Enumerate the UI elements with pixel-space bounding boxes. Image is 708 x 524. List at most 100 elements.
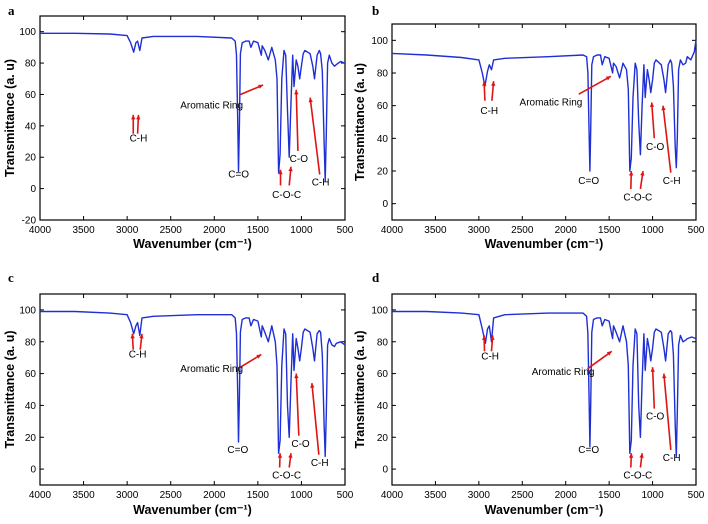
annotation: C-O xyxy=(290,89,309,165)
x-tick-label: 3000 xyxy=(468,490,491,501)
y-tick-label: -20 xyxy=(22,216,37,227)
annotation-label: C-H xyxy=(663,176,681,187)
annotation-label: C-O xyxy=(646,412,665,423)
annotation-label: Aromatic Ring xyxy=(180,101,243,112)
annotation: Aromatic Ring xyxy=(520,75,612,109)
x-tick-label: 1500 xyxy=(598,490,621,501)
chart-panel-a: 4000 3500 3000 2500 2000 1500 1000 500 -20 0 20 40 6… xyxy=(3,3,354,251)
annotation-arrowhead xyxy=(130,333,135,339)
y-tick-label: 0 xyxy=(382,465,388,476)
annotation: C=O xyxy=(228,170,249,181)
annotation: C-O-C xyxy=(623,170,652,203)
x-tick-label: 4000 xyxy=(29,225,52,236)
annotation-arrowhead xyxy=(294,373,299,379)
annotation-label: Aromatic Ring xyxy=(520,98,583,109)
annotation-arrowhead xyxy=(640,171,645,176)
x-tick-label: 2000 xyxy=(555,225,578,236)
y-tick-label: 0 xyxy=(382,199,388,210)
annotation-arrowhead xyxy=(482,335,487,340)
annotation: Aromatic Ring xyxy=(180,84,264,112)
y-tick-label: 20 xyxy=(377,167,389,178)
y-tick-label: 100 xyxy=(19,305,36,316)
annotation-label: C-H xyxy=(129,350,147,361)
x-tick-label: 1500 xyxy=(247,225,270,236)
x-tick-label: 4000 xyxy=(381,225,404,236)
y-tick-label: 40 xyxy=(377,401,389,412)
annotation-arrowhead xyxy=(310,383,315,388)
y-tick-label: 20 xyxy=(25,433,37,444)
x-tick-label: 500 xyxy=(337,225,354,236)
y-axis-title: Transmittance (a. u) xyxy=(353,63,367,181)
y-tick-label: 60 xyxy=(25,369,37,380)
annotation-arrowhead xyxy=(482,81,487,86)
panel-letter: c xyxy=(8,270,14,285)
annotation-arrowhead xyxy=(639,453,644,458)
annotation-arrow xyxy=(586,350,613,370)
y-axis-title: Transmittance (a. u) xyxy=(3,59,17,177)
y-tick-label: 60 xyxy=(25,90,37,101)
annotation: C-H xyxy=(662,373,681,464)
annotation-arrow xyxy=(295,373,300,436)
plot-frame xyxy=(391,293,697,486)
annotation: C=O xyxy=(578,176,599,187)
annotation: C-O-C xyxy=(272,166,301,201)
annotation: Aromatic Ring xyxy=(180,353,262,375)
annotation-label: C-O-C xyxy=(272,190,301,201)
y-tick-label: 60 xyxy=(377,101,389,112)
x-tick-label: 500 xyxy=(337,490,354,501)
annotation-label: C=O xyxy=(578,445,599,456)
annotation-label: C=O xyxy=(578,176,599,187)
annotation-arrowhead xyxy=(661,105,666,111)
x-tick-label: 3000 xyxy=(116,225,139,236)
x-tick-label: 3500 xyxy=(424,225,447,236)
x-tick-label: 2500 xyxy=(160,225,183,236)
chart-panel-d: 4000 3500 3000 2500 2000 1500 1000 500 0 20 40 60 80… xyxy=(353,270,705,517)
x-tick-label: 4000 xyxy=(381,490,404,501)
x-tick-label: 1000 xyxy=(290,225,313,236)
annotation-label: C-H xyxy=(481,351,499,362)
annotation: C-H xyxy=(310,383,329,469)
annotation-arrow xyxy=(295,89,299,151)
x-tick-label: 3000 xyxy=(116,490,139,501)
annotation-label: Aromatic Ring xyxy=(180,364,243,375)
annotation-arrowhead xyxy=(628,453,634,458)
x-tick-label: 500 xyxy=(688,225,705,236)
annotation-label: C-O xyxy=(290,154,309,165)
annotation-label: Aromatic Ring xyxy=(532,367,595,378)
chart-panel-b: 4000 3500 3000 2500 2000 1500 1000 500 0 20 40 60 80… xyxy=(353,3,705,251)
annotation-arrow xyxy=(663,373,672,451)
x-tick-label: 4000 xyxy=(29,490,52,501)
y-tick-label: 0 xyxy=(30,465,36,476)
annotation-arrowhead xyxy=(294,89,299,95)
annotation-label: C-H xyxy=(663,453,681,464)
annotation-arrow xyxy=(309,97,321,175)
plot-frame xyxy=(39,293,346,486)
x-tick-label: 500 xyxy=(688,490,705,501)
annotation: Aromatic Ring xyxy=(532,350,613,378)
panel-letter: a xyxy=(8,3,15,18)
x-tick-label: 3500 xyxy=(72,490,95,501)
y-tick-label: 100 xyxy=(371,36,388,47)
x-tick-label: 1000 xyxy=(641,225,664,236)
annotation-arrowhead xyxy=(131,114,136,120)
x-tick-label: 2000 xyxy=(555,490,578,501)
annotation-label: C-O-C xyxy=(623,192,652,203)
annotation: C=O xyxy=(227,445,248,456)
annotation-arrowhead xyxy=(650,367,655,372)
annotation-label: C-O xyxy=(646,142,665,153)
annotation: C=O xyxy=(578,445,599,456)
x-axis-title: Wavenumber (cm⁻¹) xyxy=(485,503,604,517)
annotation: C-O xyxy=(646,367,665,423)
x-tick-label: 2000 xyxy=(203,225,226,236)
annotation: C-O-C xyxy=(623,453,652,482)
plot-frame xyxy=(39,15,346,221)
x-tick-label: 3500 xyxy=(424,490,447,501)
x-tick-label: 1000 xyxy=(290,490,313,501)
x-tick-label: 2500 xyxy=(160,490,183,501)
annotation-arrowhead xyxy=(629,171,634,176)
x-tick-label: 3000 xyxy=(468,225,491,236)
annotation-arrowhead xyxy=(649,102,655,108)
y-tick-label: 60 xyxy=(377,369,389,380)
annotation-arrowhead xyxy=(258,84,264,89)
annotation-label: C-O xyxy=(291,439,310,450)
